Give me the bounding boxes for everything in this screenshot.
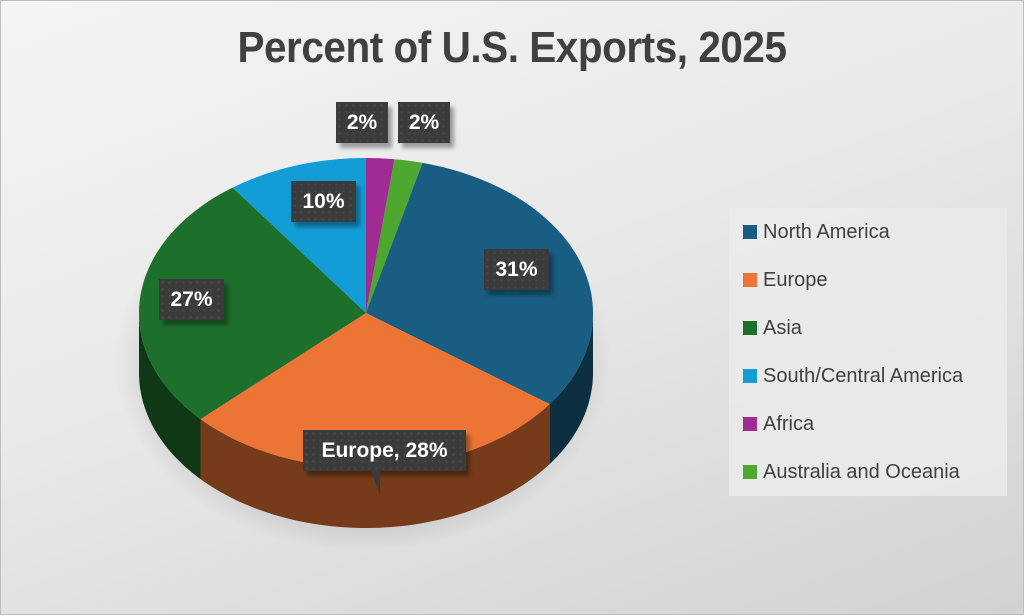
data-label-australia: 2% — [398, 102, 450, 143]
europe-callout-pointer — [371, 471, 380, 495]
legend-item-north-america: North America — [743, 220, 890, 244]
legend-item-south-central-america: South/Central America — [743, 364, 963, 388]
chart-title: Percent of U.S. Exports, 2025 — [237, 23, 787, 72]
legend-item-europe: Europe — [743, 268, 828, 292]
legend-swatch-icon — [743, 417, 757, 431]
pie-slice-europe[interactable] — [200, 313, 550, 468]
pie-slice-australia-and-oceania[interactable] — [366, 159, 423, 313]
data-label-africa: 2% — [336, 102, 388, 143]
legend-swatch-icon — [743, 369, 757, 383]
data-label-europe: Europe, 28% — [303, 430, 466, 471]
data-label-south-central-america: 10% — [291, 181, 356, 222]
legend-label: South/Central America — [763, 364, 964, 387]
legend-item-australia-oceania: Australia and Oceania — [743, 460, 960, 484]
pie-side-asia — [139, 313, 201, 480]
legend: North America Europe Asia South/Central … — [729, 208, 1007, 496]
data-label-asia: 27% — [159, 279, 224, 320]
pie-side-north-america — [549, 313, 593, 465]
pie-side-europe — [200, 404, 550, 528]
legend-label: North America — [763, 220, 890, 243]
legend-swatch-icon — [743, 321, 757, 335]
pie-slice-asia[interactable] — [139, 187, 366, 420]
legend-label: Africa — [763, 412, 815, 435]
legend-label: Australia and Oceania — [763, 460, 960, 483]
legend-label: Europe — [763, 268, 828, 291]
legend-item-africa: Africa — [743, 412, 814, 436]
data-label-north-america: 31% — [484, 249, 549, 290]
legend-label: Asia — [763, 316, 802, 339]
pie-slice-africa[interactable] — [366, 158, 395, 313]
legend-swatch-icon — [743, 225, 757, 239]
legend-item-asia: Asia — [743, 316, 802, 340]
legend-swatch-icon — [743, 273, 757, 287]
legend-swatch-icon — [743, 465, 757, 479]
pie-slice-north-america[interactable] — [366, 162, 593, 405]
